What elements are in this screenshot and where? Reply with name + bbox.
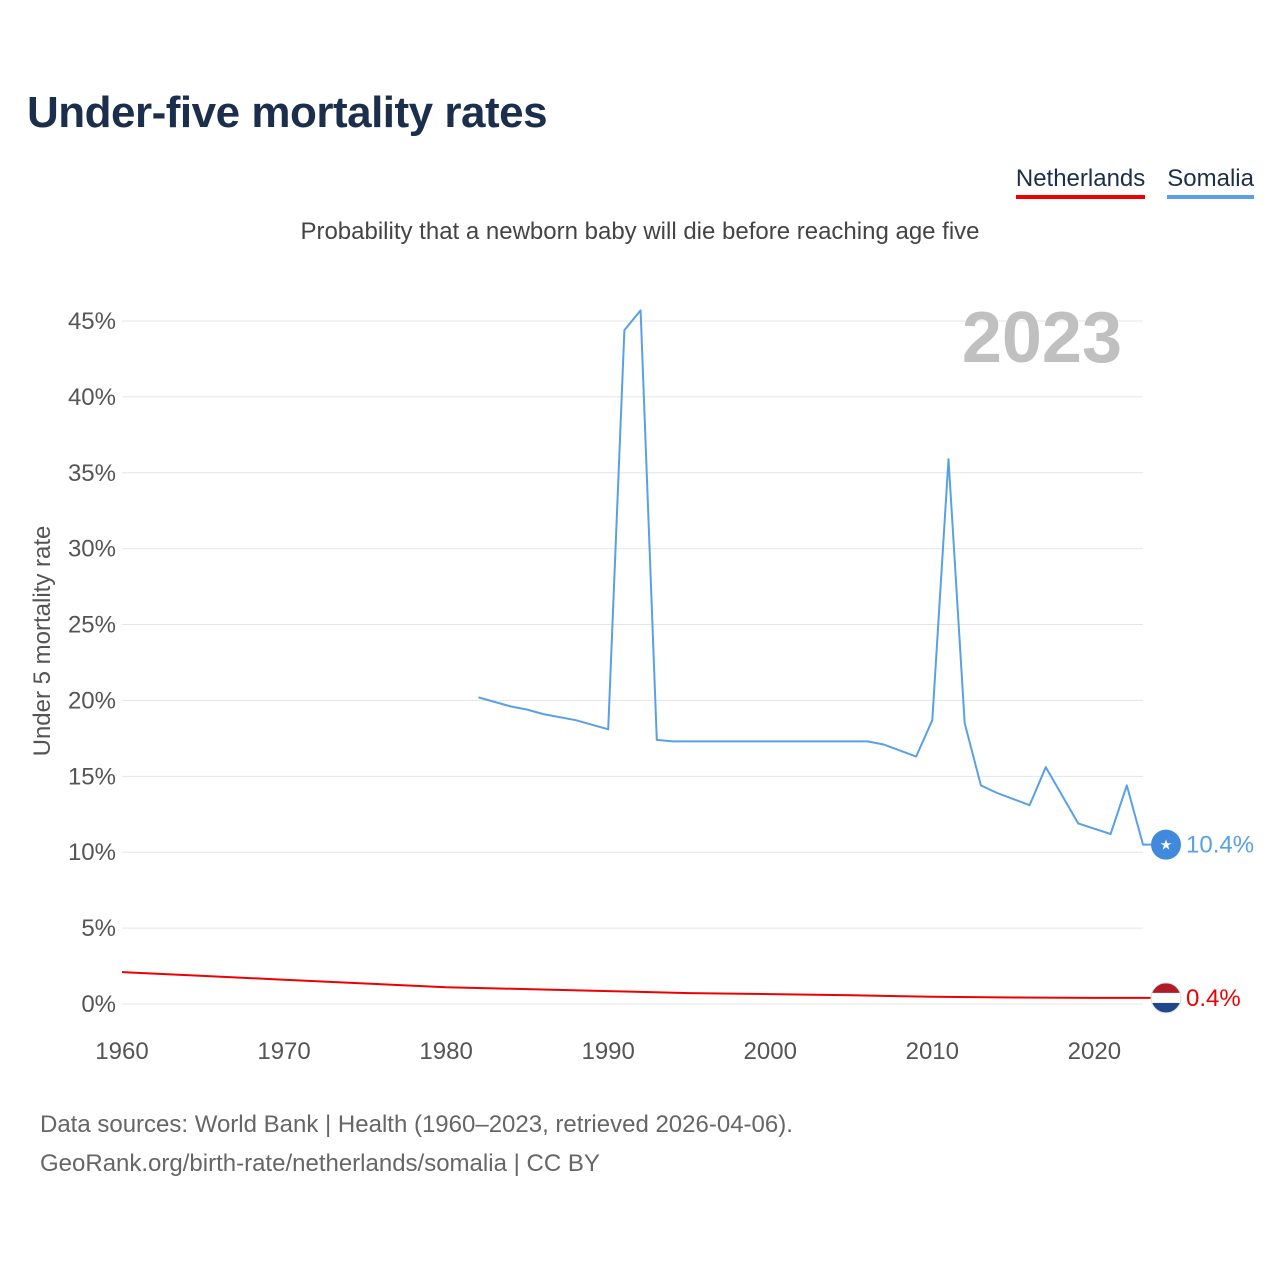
y-axis-ticks: 0% 5% 10% 15% 20% 25% 30% 35% 40% 45% <box>68 308 116 1018</box>
x-tick-label: 1980 <box>419 1038 472 1065</box>
series-line-netherlands[interactable] <box>121 971 1151 999</box>
x-axis-ticks: 1960 1970 1980 1990 2000 2010 2020 <box>95 1038 1121 1065</box>
source-link[interactable]: GeoRank.org/birth-rate/netherlands/somal… <box>40 1150 600 1177</box>
y-tick-label: 10% <box>68 839 116 866</box>
y-tick-label: 30% <box>68 536 116 563</box>
end-markers: 0.4% ★ 10.4% <box>1150 829 1254 1014</box>
data-source-text: Data sources: World Bank | Health (1960–… <box>40 1111 793 1138</box>
year-label: 2023 <box>962 298 1122 378</box>
x-tick-label: 2020 <box>1068 1038 1121 1065</box>
legend-item-netherlands[interactable]: Netherlands <box>1015 165 1146 199</box>
x-tick-label: 2000 <box>744 1038 797 1065</box>
end-value-label-somalia: 10.4% <box>1186 832 1254 859</box>
y-tick-label: 5% <box>81 915 116 942</box>
legend: Netherlands Somalia <box>1015 165 1254 199</box>
x-tick-label: 2010 <box>906 1038 959 1065</box>
svg-text:★: ★ <box>1160 838 1173 854</box>
series-line-somalia[interactable] <box>478 309 1152 846</box>
end-marker-somalia: ★ 10.4% <box>1151 829 1254 860</box>
y-tick-label: 40% <box>68 384 116 411</box>
y-tick-label: 20% <box>68 687 116 714</box>
y-tick-label: 45% <box>68 308 116 335</box>
end-marker-netherlands: 0.4% <box>1150 982 1241 1014</box>
x-tick-label: 1970 <box>257 1038 310 1065</box>
netherlands-flag-icon <box>1151 982 1181 1013</box>
y-tick-label: 15% <box>68 763 116 790</box>
y-axis-label: Under 5 mortality rate <box>29 526 56 757</box>
chart-subtitle: Probability that a newborn baby will die… <box>300 218 980 245</box>
legend-item-somalia[interactable]: Somalia <box>1167 165 1254 199</box>
x-tick-label: 1960 <box>95 1038 148 1065</box>
gridlines <box>122 320 1143 1005</box>
end-value-label-netherlands: 0.4% <box>1186 985 1241 1012</box>
x-tick-label: 1990 <box>581 1038 634 1065</box>
y-tick-label: 35% <box>68 460 116 487</box>
footer: Data sources: World Bank | Health (1960–… <box>40 1105 793 1183</box>
y-tick-label: 0% <box>81 991 116 1018</box>
somalia-flag-icon: ★ <box>1151 829 1181 860</box>
chart-title: Under-five mortality rates <box>27 88 548 137</box>
y-tick-label: 25% <box>68 612 116 639</box>
series-lines <box>121 309 1152 999</box>
